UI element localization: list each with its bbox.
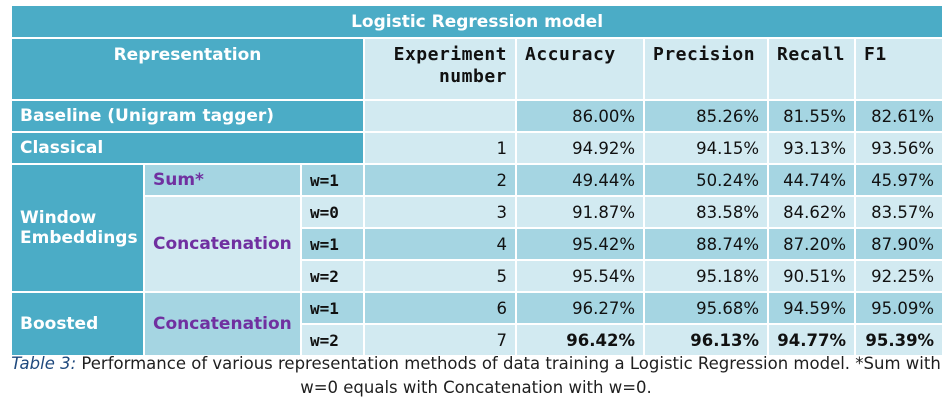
cell-window-size: w=1 [300,291,365,325]
table-row: Baseline (Unigram tagger) 86.00% 85.26% … [10,99,945,133]
subgroup-label-sum: Sum* [143,163,302,197]
header-precision: Precision [643,37,769,101]
cell-accuracy: 96.42% [515,323,645,357]
cell-window-size: w=1 [300,163,365,197]
cell-precision: 88.74% [643,227,769,261]
header-recall: Recall [767,37,856,101]
cell-accuracy: 91.87% [515,195,645,229]
cell-precision: 95.68% [643,291,769,325]
cell-f1: 83.57% [853,195,945,229]
cell-window-size: w=0 [300,195,365,229]
table-row: w=2 5 95.54% 95.18% 90.51% 92.25% [11,259,945,293]
cell-recall: 94.77% [767,323,856,357]
table-row: w=2 7 96.42% 96.13% 94.77% 95.39% [11,323,945,357]
cell-accuracy: 49.44% [515,163,645,197]
cell-experiment-number: 5 [363,259,517,293]
row-label-boosted: Boosted [10,291,145,357]
cell-f1: 45.97% [853,163,945,197]
cell-precision: 94.15% [643,131,769,165]
cell-window-size: w=2 [300,323,365,357]
caption-label: Table 3: [11,354,77,373]
cell-f1: 87.90% [853,227,945,261]
cell-experiment-number: 1 [363,131,517,165]
cell-experiment-number: 4 [363,227,517,261]
cell-precision: 95.18% [643,259,769,293]
cell-precision: 85.26% [643,99,769,133]
subgroup-label-concatenation: Concatenation [143,291,302,357]
header-experiment-number: Experiment number [363,37,517,101]
row-label-window-embeddings: Window Embeddings [10,163,145,293]
cell-recall: 94.59% [767,291,856,325]
table-caption: Table 3: Performance of various represen… [0,352,952,400]
cell-accuracy: 86.00% [515,99,645,133]
results-table-container: Logistic Regression model Representation… [9,4,945,357]
cell-experiment-number [363,99,517,133]
results-table: Logistic Regression model Representation… [9,4,945,357]
cell-recall: 87.20% [767,227,856,261]
cell-experiment-number: 2 [363,163,517,197]
subgroup-label-concatenation: Concatenation [143,195,302,293]
cell-recall: 84.62% [767,195,856,229]
cell-recall: 90.51% [767,259,856,293]
cell-experiment-number: 3 [363,195,517,229]
table-row: Boosted Concatenation w=1 6 96.27% 95.68… [10,291,945,357]
caption-text: Performance of various representation me… [76,354,941,397]
table-title: Logistic Regression model [9,4,945,39]
cell-accuracy: 95.54% [515,259,645,293]
table-row: w=1 4 95.42% 88.74% 87.20% 87.90% [11,227,945,261]
cell-f1: 95.39% [853,323,945,357]
cell-recall: 93.13% [767,131,856,165]
header-accuracy: Accuracy [515,37,645,101]
cell-precision: 83.58% [643,195,769,229]
cell-f1: 93.56% [853,131,945,165]
cell-f1: 92.25% [853,259,945,293]
cell-f1: 95.09% [853,291,945,325]
cell-accuracy: 95.42% [515,227,645,261]
header-representation: Representation [10,37,365,101]
cell-recall: 81.55% [767,99,856,133]
cell-experiment-number: 7 [363,323,517,357]
header-f1: F1 [853,37,945,101]
cell-precision: 50.24% [643,163,769,197]
cell-accuracy: 94.92% [515,131,645,165]
row-label-classical: Classical [10,131,365,165]
cell-precision: 96.13% [643,323,769,357]
table-row: Classical 1 94.92% 94.15% 93.13% 93.56% [10,131,945,165]
table-row: Concatenation w=0 3 91.87% 83.58% 84.62%… [11,195,945,293]
cell-f1: 82.61% [853,99,945,133]
cell-experiment-number: 6 [363,291,517,325]
cell-accuracy: 96.27% [515,291,645,325]
cell-window-size: w=2 [300,259,365,293]
cell-recall: 44.74% [767,163,856,197]
row-label-baseline: Baseline (Unigram tagger) [10,99,365,133]
table-row: Window Embeddings Sum* w=1 2 49.44% 50.2… [10,163,945,293]
cell-window-size: w=1 [300,227,365,261]
